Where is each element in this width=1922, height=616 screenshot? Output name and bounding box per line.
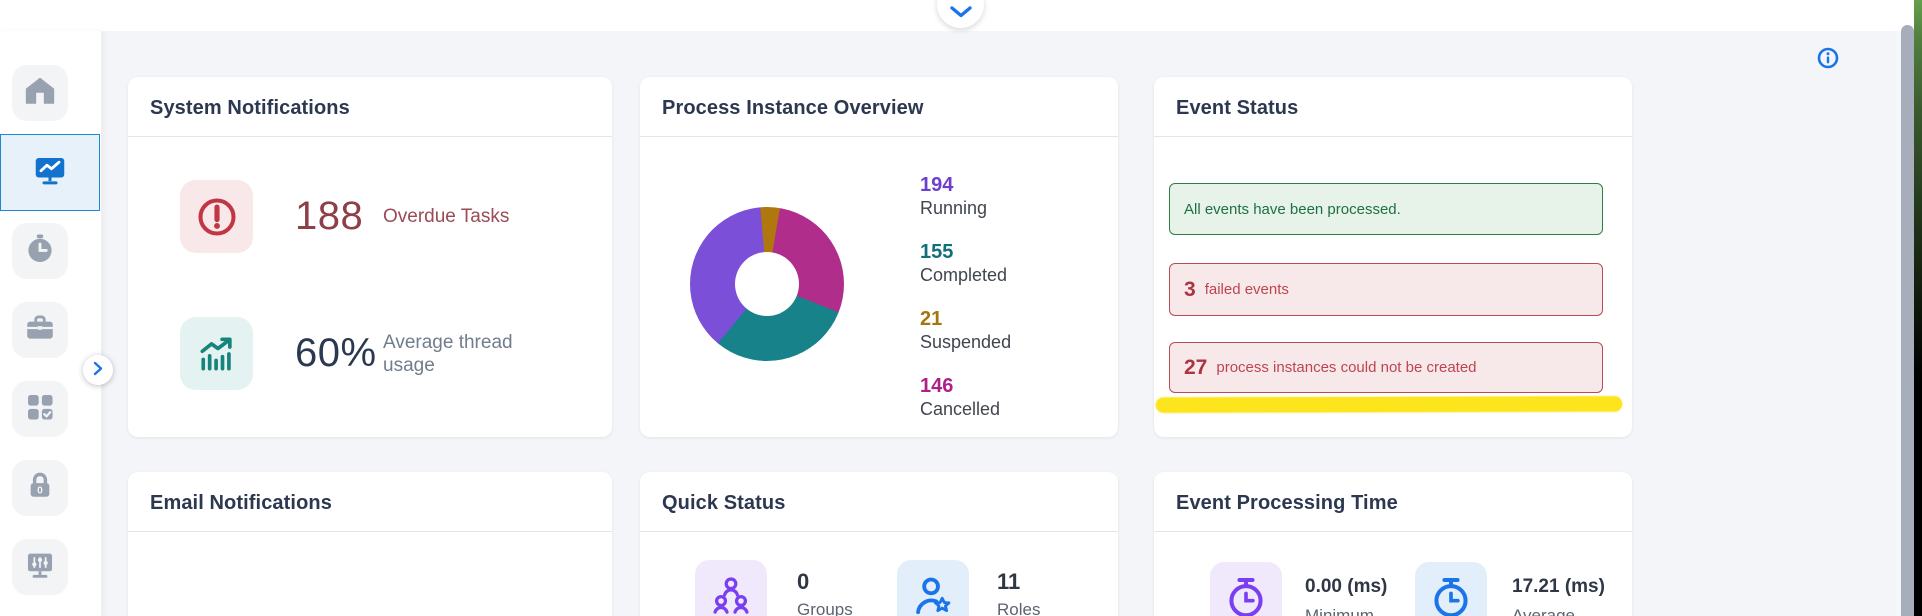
monitor-chart-icon xyxy=(32,152,68,193)
sidebar-item-timers[interactable] xyxy=(12,223,68,279)
legend-label: Suspended xyxy=(920,332,1012,352)
average-stat: 17.21 (ms) Average xyxy=(1512,576,1605,616)
legend-label: Completed xyxy=(920,265,1008,285)
alert-count: 27 xyxy=(1184,355,1208,379)
svg-text:0: 0 xyxy=(37,485,43,496)
card-title: Quick Status xyxy=(640,472,1118,532)
error-circle-icon xyxy=(180,180,253,253)
groups-icon xyxy=(695,560,767,616)
briefcase-icon xyxy=(23,311,57,350)
roles-label: Roles xyxy=(997,600,1041,616)
event-status-card: Event Status All events have been proces… xyxy=(1154,77,1632,437)
sidebar-expand-button[interactable] xyxy=(83,355,113,385)
legend-number: 146 xyxy=(920,375,954,397)
donut-legend: 194 Running 155 Completed 21 Suspended 1… xyxy=(920,174,1011,442)
quick-status-card: Quick Status 0 Groups 11 Roles xyxy=(640,472,1118,616)
alert-failed-events: 3 failed events xyxy=(1169,263,1603,316)
alert-count: 3 xyxy=(1184,277,1196,301)
sidebar-item-apps[interactable] xyxy=(12,381,68,437)
legend-number: 21 xyxy=(920,308,943,330)
thread-usage-value: 60% xyxy=(295,331,377,375)
notification-row-overdue: 188 Overdue Tasks xyxy=(180,180,592,253)
minimum-value: 0.00 (ms) xyxy=(1305,576,1388,597)
thread-usage-label: Average thread usage xyxy=(383,331,513,376)
groups-stat: 0 Groups xyxy=(797,569,853,616)
home-icon xyxy=(23,74,57,113)
lock-icon: 0 xyxy=(23,469,57,508)
overdue-tasks-value: 188 xyxy=(295,194,364,238)
card-title: Process Instance Overview xyxy=(640,77,1118,137)
system-notifications-card: System Notifications 188 Overdue Tasks xyxy=(128,77,612,437)
overdue-tasks-label: Overdue Tasks xyxy=(383,206,510,227)
process-instance-overview-card: Process Instance Overview 194 Running 15… xyxy=(640,77,1118,437)
card-title: Event Status xyxy=(1154,77,1632,137)
roles-value: 11 xyxy=(997,569,1021,594)
minimum-label: Minimum xyxy=(1305,606,1374,616)
legend-item: 146 Cancelled xyxy=(920,375,1011,420)
stopwatch-outline-icon xyxy=(1210,562,1282,616)
alert-success: All events have been processed. xyxy=(1169,183,1603,235)
sidebar-item-dashboard[interactable] xyxy=(0,134,100,211)
card-title: System Notifications xyxy=(128,77,612,137)
stopwatch-icon xyxy=(23,232,57,271)
card-title: Email Notifications xyxy=(128,472,612,532)
stopwatch-outline-icon xyxy=(1415,562,1487,616)
groups-label: Groups xyxy=(797,600,853,616)
sidebar-item-toolbox[interactable] xyxy=(12,302,68,358)
sidebar-item-system-settings[interactable] xyxy=(12,539,68,595)
legend-item: 21 Suspended xyxy=(920,308,1011,353)
average-label: Average xyxy=(1512,606,1576,616)
chevron-down-icon xyxy=(949,6,973,21)
alert-message: failed events xyxy=(1204,281,1289,298)
legend-label: Cancelled xyxy=(920,399,1001,419)
alert-message: All events have been processed. xyxy=(1184,200,1401,218)
info-button[interactable] xyxy=(1816,46,1840,70)
event-processing-time-card: Event Processing Time 0.00 (ms) Minimum … xyxy=(1154,472,1632,616)
groups-value: 0 xyxy=(797,569,810,594)
roles-stat: 11 Roles xyxy=(997,569,1040,616)
scrollbar-thumb[interactable] xyxy=(1901,25,1914,616)
legend-number: 155 xyxy=(920,241,954,263)
alert-process-instances: 27 process instances could not be create… xyxy=(1169,342,1603,393)
email-notifications-card: Email Notifications xyxy=(128,472,612,616)
legend-label: Running xyxy=(920,198,988,218)
notification-row-thread-usage: 60% Average thread usage xyxy=(180,317,592,390)
chevron-right-icon xyxy=(93,361,103,379)
minimum-stat: 0.00 (ms) Minimum xyxy=(1305,576,1387,616)
info-circle-icon xyxy=(1816,47,1840,73)
legend-number: 194 xyxy=(920,174,954,196)
process-instance-donut-chart xyxy=(690,207,844,361)
sidebar-item-home[interactable] xyxy=(12,65,68,121)
desktop-background-edge xyxy=(1914,0,1922,616)
grid-check-icon xyxy=(24,391,56,428)
legend-item: 194 Running xyxy=(920,174,1011,219)
average-value: 17.21 (ms) xyxy=(1512,576,1605,597)
card-title: Event Processing Time xyxy=(1154,472,1632,532)
monitor-sliders-icon xyxy=(23,548,57,587)
legend-item: 155 Completed xyxy=(920,241,1011,286)
role-star-icon xyxy=(897,560,969,616)
trend-chart-icon xyxy=(180,317,253,390)
yellow-highlight-annotation xyxy=(1155,396,1623,413)
alert-message: process instances could not be created xyxy=(1216,359,1477,376)
sidebar-item-security[interactable]: 0 xyxy=(12,460,68,516)
sidebar: 0 xyxy=(0,31,102,616)
